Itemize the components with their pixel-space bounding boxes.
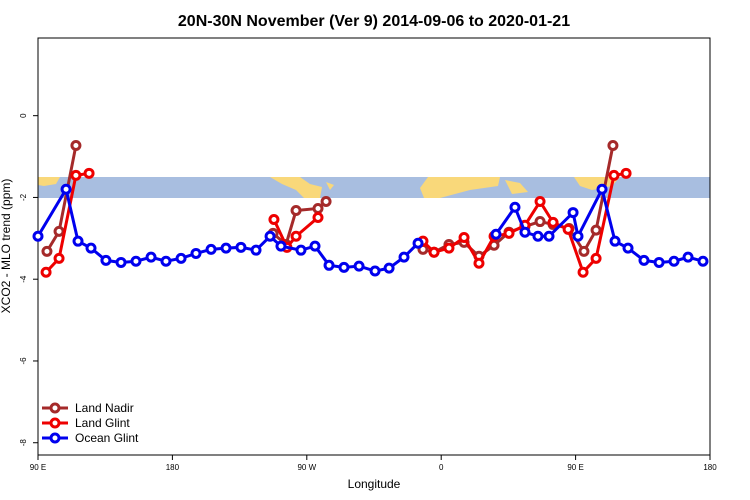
point xyxy=(235,241,247,253)
point xyxy=(290,205,302,217)
point xyxy=(534,196,546,208)
legend-label: Land Nadir xyxy=(75,401,134,415)
point xyxy=(145,251,157,263)
point xyxy=(682,251,694,263)
point xyxy=(519,226,531,238)
point xyxy=(295,244,307,256)
point xyxy=(41,245,53,257)
point xyxy=(275,240,287,252)
y-axis-label: XCO2 - MLO trend (ppm) xyxy=(0,179,13,314)
point xyxy=(85,242,97,254)
chart-title: 20N-30N November (Ver 9) 2014-09-06 to 2… xyxy=(178,13,570,30)
point xyxy=(590,224,602,236)
point xyxy=(320,196,332,208)
legend-marker xyxy=(49,417,61,429)
point xyxy=(160,255,172,267)
point xyxy=(312,202,324,214)
point xyxy=(473,257,485,269)
point xyxy=(509,201,521,213)
y-tick-label: -4 xyxy=(19,275,28,283)
point xyxy=(115,256,127,268)
legend-label: Ocean Glint xyxy=(75,431,139,445)
x-tick-label: 90 E xyxy=(30,463,46,472)
point xyxy=(268,214,280,226)
point xyxy=(608,169,620,181)
point xyxy=(220,242,232,254)
point xyxy=(53,252,65,264)
plot-frame xyxy=(37,37,711,456)
point xyxy=(175,252,187,264)
point xyxy=(312,211,324,223)
point xyxy=(653,256,665,268)
point xyxy=(309,240,321,252)
point xyxy=(323,259,335,271)
point xyxy=(398,251,410,263)
point xyxy=(428,246,440,258)
y-tick-label: -8 xyxy=(19,439,28,447)
x-tick-label: 180 xyxy=(166,463,180,472)
x-axis-label: Longitude xyxy=(348,477,401,491)
point xyxy=(32,230,44,242)
point xyxy=(572,230,584,242)
point xyxy=(338,261,350,273)
point xyxy=(562,223,574,235)
point xyxy=(567,207,579,219)
y-tick-label: -6 xyxy=(19,357,28,365)
point xyxy=(40,266,52,278)
legend-marker xyxy=(49,402,61,414)
point xyxy=(250,244,262,256)
point xyxy=(72,235,84,247)
legend-label: Land Glint xyxy=(75,416,130,430)
point xyxy=(353,260,365,272)
y-tick-label: 0 xyxy=(19,113,28,118)
point xyxy=(130,255,142,267)
point xyxy=(412,237,424,249)
point xyxy=(697,255,709,267)
point xyxy=(83,167,95,179)
point xyxy=(70,169,82,181)
point xyxy=(577,266,589,278)
point xyxy=(622,242,634,254)
point xyxy=(369,265,381,277)
point xyxy=(443,242,455,254)
x-tick-label: 90 E xyxy=(567,463,583,472)
point xyxy=(383,262,395,274)
point xyxy=(458,232,470,244)
point xyxy=(543,230,555,242)
x-tick-label: 0 xyxy=(439,463,444,472)
point xyxy=(60,183,72,195)
map-strip xyxy=(38,177,710,198)
point xyxy=(596,183,608,195)
y-tick-label: -2 xyxy=(19,193,28,201)
point xyxy=(590,252,602,264)
point xyxy=(578,245,590,257)
point xyxy=(547,216,559,228)
point xyxy=(100,254,112,266)
point xyxy=(609,235,621,247)
point xyxy=(290,230,302,242)
point xyxy=(620,167,632,179)
point xyxy=(70,140,82,152)
point xyxy=(607,140,619,152)
x-tick-label: 180 xyxy=(703,463,717,472)
point xyxy=(53,225,65,237)
legend-marker xyxy=(49,432,61,444)
point xyxy=(264,230,276,242)
point xyxy=(532,230,544,242)
point xyxy=(638,254,650,266)
x-tick-label: 90 W xyxy=(297,463,316,472)
point xyxy=(668,255,680,267)
point xyxy=(534,216,546,228)
point xyxy=(490,228,502,240)
point xyxy=(205,243,217,255)
point xyxy=(503,227,515,239)
point xyxy=(190,247,202,259)
